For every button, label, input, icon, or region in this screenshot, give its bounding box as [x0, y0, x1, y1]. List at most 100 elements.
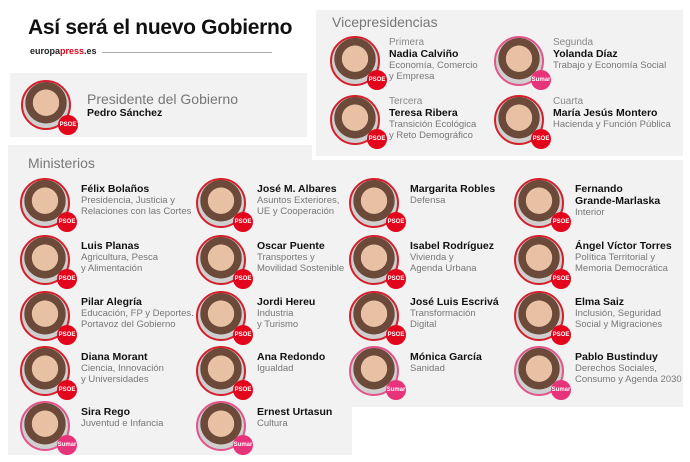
portfolio: Relaciones con las Cortes [81, 206, 192, 217]
sumar-badge: Sumar [531, 70, 551, 90]
person-name: Diana Morant [81, 351, 148, 363]
psoe-badge: PSOE [233, 269, 253, 289]
portrait-photo [349, 291, 399, 341]
person-name: Félix Bolaños [81, 183, 150, 195]
person-info: José Luis Escrivá Transformación Digital [410, 296, 499, 330]
portfolio: Igualdad [257, 363, 294, 374]
portfolio: Derechos Sociales, [575, 363, 657, 374]
portfolio: UE y Cooperación [257, 206, 335, 217]
person-name: Isabel Rodríguez [410, 240, 495, 252]
person-name: Pablo Bustinduy [575, 351, 658, 363]
person-info: Ángel Víctor Torres Política Territorial … [575, 240, 672, 274]
portfolio: Asuntos Exteriores, [257, 195, 340, 206]
person-info: Isabel Rodríguez Vivienda y Agenda Urbana [410, 240, 494, 274]
person-name: Ernest Urtasun [257, 406, 333, 418]
portrait-photo [20, 346, 70, 396]
person-name: Elma Saiz [575, 296, 625, 308]
portfolio: y Turismo [257, 319, 299, 330]
person-name: Grande-Marlaska [575, 195, 661, 207]
portfolio: Consumo y Agenda 2030 [575, 374, 682, 385]
person-name: Oscar Puente [257, 240, 325, 252]
sumar-badge: Sumar [57, 435, 77, 455]
portfolio: y Alimentación [81, 263, 143, 274]
person-name: Mónica García [410, 351, 482, 363]
vice-rank: Primera [389, 37, 425, 48]
portfolio: Educación, FP y Deportes. [81, 308, 194, 319]
psoe-badge: PSOE [386, 212, 406, 232]
portfolio: Agricultura, Pesca [81, 252, 159, 263]
person-info: Jordi Hereu Industria y Turismo [257, 296, 315, 330]
portfolio: Interior [575, 207, 605, 218]
person-info: Elma Saiz Inclusión, Seguridad Social y Mi… [575, 296, 662, 330]
person-info: Luis Planas Agricultura, Pesca y Alimentac… [81, 240, 158, 274]
psoe-badge: PSOE [57, 325, 77, 345]
portfolio: Sanidad [410, 363, 445, 374]
person-info: Tercera Teresa Ribera Transición Ecológica… [389, 96, 476, 141]
psoe-badge: PSOE [531, 129, 551, 149]
person-info: Pablo Bustinduy Derechos Sociales, Consumo… [575, 351, 682, 385]
page-title: Así será el nuevo Gobierno [28, 16, 293, 39]
person-info: Mónica García Sanidad [410, 351, 482, 374]
person-info: Pilar Alegría Educación, FP y Deportes. Po… [81, 296, 194, 330]
psoe-badge: PSOE [57, 380, 77, 400]
person-name: Ana Redondo [257, 351, 326, 363]
portfolio: y Reto Demográfico [389, 130, 473, 141]
sumar-badge: Sumar [551, 380, 571, 400]
person-info: Segunda Yolanda Díaz Trabajo y Economía So… [553, 37, 666, 71]
portfolio: Trabajo y Economía Social [553, 60, 667, 71]
portrait-photo [349, 235, 399, 285]
president-name: Pedro Sánchez [87, 107, 163, 119]
psoe-badge: PSOE [233, 380, 253, 400]
portfolio: Defensa [410, 195, 446, 206]
psoe-badge: PSOE [367, 129, 387, 149]
vice-rank: Tercera [389, 96, 423, 107]
person-info: Ernest Urtasun Cultura [257, 406, 332, 429]
portfolio: Digital [410, 319, 437, 330]
person-name: Nadia Calviño [389, 48, 459, 60]
portfolio: Presidencia, Justicia y [81, 195, 175, 206]
vice-rank: Cuarta [553, 96, 584, 107]
person-name: Ángel Víctor Torres [575, 240, 672, 252]
portfolio: Transición Ecológica [389, 119, 477, 130]
psoe-badge: PSOE [386, 325, 406, 345]
portfolio: Inclusión, Seguridad [575, 308, 662, 319]
portrait-photo [196, 178, 246, 228]
person-info: Cuarta María Jesús Montero Hacienda y Func… [553, 96, 671, 130]
person-name: Fernando [575, 183, 623, 195]
psoe-badge: PSOE [57, 269, 77, 289]
sumar-badge: Sumar [386, 380, 406, 400]
portfolio: Agenda Urbana [410, 263, 477, 274]
person-name: María Jesús Montero [553, 107, 658, 119]
person-info: Fernando Grande-Marlaska Interior [575, 183, 660, 218]
portfolio: Ciencia, Innovación [81, 363, 164, 374]
person-name: José M. Albares [257, 183, 337, 195]
person-info: Ana Redondo Igualdad [257, 351, 325, 374]
person-name: Teresa Ribera [389, 107, 458, 119]
portfolio: Social y Migraciones [575, 319, 663, 330]
person-name: Sira Rego [81, 406, 131, 418]
portrait-photo [20, 401, 70, 451]
person-name: Jordi Hereu [257, 296, 316, 308]
vice-rank: Segunda [553, 37, 594, 48]
portfolio: Transportes y [257, 252, 315, 263]
vice-heading: Vicepresidencias [332, 14, 438, 30]
psoe-badge: PSOE [386, 269, 406, 289]
psoe-badge: PSOE [551, 269, 571, 289]
person-info: José M. Albares Asuntos Exteriores, UE y C… [257, 183, 339, 217]
ministries-heading: Ministerios [28, 155, 95, 171]
portfolio: y Universidades [81, 374, 149, 385]
portrait-photo [196, 401, 246, 451]
divider [102, 52, 272, 53]
portfolio: Portavoz del Gobierno [81, 319, 176, 330]
president-heading: Presidente del Gobierno [87, 91, 238, 107]
person-name: Pilar Alegría [81, 296, 142, 308]
person-info: Primera Nadia Calviño Economía, Comercio y … [389, 37, 478, 82]
portfolio: Política Territorial y [575, 252, 656, 263]
person-name: Yolanda Díaz [553, 48, 618, 60]
psoe-badge: PSOE [233, 212, 253, 232]
person-info: Félix Bolaños Presidencia, Justicia y Rela… [81, 183, 191, 217]
sumar-badge: Sumar [233, 435, 253, 455]
psoe-badge: PSOE [551, 212, 571, 232]
portfolio: Movilidad Sostenible [257, 263, 345, 274]
person-name: José Luis Escrivá [410, 296, 499, 308]
